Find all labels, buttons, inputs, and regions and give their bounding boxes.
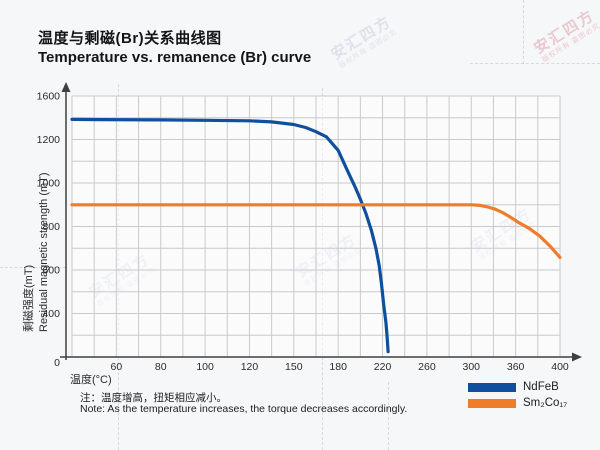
legend-label-sm2co17: Sm₂Co₁₇	[523, 397, 568, 409]
x-tick-label: 60	[111, 361, 123, 373]
tick-label-layer: 60 80 100 120 150 180 220 260 300 360 400 1600 1200 1…	[37, 91, 569, 374]
chart-legend: NdFeB Sm₂Co₁₇	[468, 381, 567, 413]
note-line-cn: 注：温度增高，扭矩相应减小。	[80, 392, 227, 404]
grid-layer	[71, 95, 561, 358]
y-tick-label: 600	[42, 265, 60, 277]
y-tick-label: 1200	[37, 134, 61, 146]
x-tick-label: 360	[507, 361, 525, 373]
blueprint-dash-horizontal-1	[470, 63, 600, 64]
legend-item-ndfeb: NdFeB	[468, 381, 567, 393]
y-axis-title-en: Residual magnetic strength (mT)	[38, 172, 50, 332]
legend-label-ndfeb: NdFeB	[523, 381, 559, 393]
blueprint-dash-vertical-4	[388, 382, 389, 450]
x-axis-title: 温度(°C)	[70, 374, 112, 386]
x-tick-label: 220	[374, 361, 392, 373]
y-tick-label: 1600	[37, 91, 61, 103]
x-tick-label: 150	[285, 361, 303, 373]
note-line-en: Note: As the temperature increases, the …	[80, 403, 408, 415]
x-tick-label: 100	[196, 361, 214, 373]
origin-tick-label: 0	[54, 357, 60, 369]
legend-swatch-sm2co17	[468, 398, 516, 408]
x-tick-label: 400	[551, 361, 569, 373]
x-axis-arrow-icon	[572, 352, 582, 362]
curve-layer	[70, 117, 562, 354]
legend-item-sm2co17: Sm₂Co₁₇	[468, 397, 567, 409]
y-axis-arrow-icon	[61, 82, 71, 92]
page-title-cn: 温度与剩磁(Br)关系曲线图	[38, 30, 222, 47]
x-tick-label: 180	[329, 361, 347, 373]
x-tick-label: 300	[463, 361, 481, 373]
x-tick-label: 260	[418, 361, 436, 373]
y-tick-label: 1000	[37, 178, 61, 190]
curve-smco	[70, 203, 562, 259]
legend-swatch-ndfeb	[468, 382, 516, 392]
y-tick-label: 800	[42, 221, 60, 233]
y-axis-title-cn: 剩磁强度(mT)	[23, 264, 35, 332]
curve-ndfeb	[70, 117, 390, 354]
x-tick-label: 80	[155, 361, 167, 373]
y-tick-label: 400	[42, 308, 60, 320]
blueprint-dash-vertical-3	[523, 0, 524, 64]
page-title-en: Temperature vs. remanence (Br) curve	[38, 49, 312, 66]
x-tick-label: 120	[241, 361, 259, 373]
axes	[60, 82, 582, 362]
blueprint-dash-horizontal-2	[0, 267, 66, 268]
